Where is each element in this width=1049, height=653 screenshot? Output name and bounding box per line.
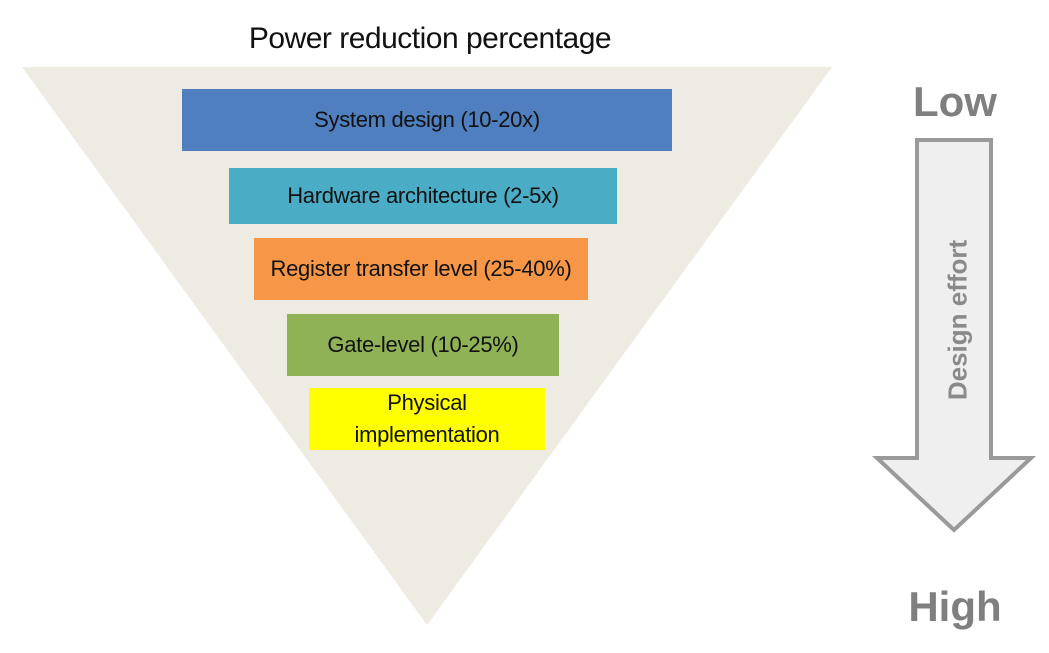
effort-high-label: High xyxy=(908,583,1002,630)
design-effort-label: Design effort xyxy=(942,239,973,401)
level-system-design: System design (10-20x) xyxy=(182,89,672,151)
level-physical-implementation: Physical implementation xyxy=(309,388,545,450)
effort-low-label: Low xyxy=(913,78,997,125)
level-gate: Gate-level (10-25%) xyxy=(287,314,559,376)
level-register-transfer: Register transfer level (25-40%) xyxy=(254,238,588,300)
diagram-title: Power reduction percentage xyxy=(248,22,612,55)
level-hardware-architecture: Hardware architecture (2-5x) xyxy=(229,168,617,224)
